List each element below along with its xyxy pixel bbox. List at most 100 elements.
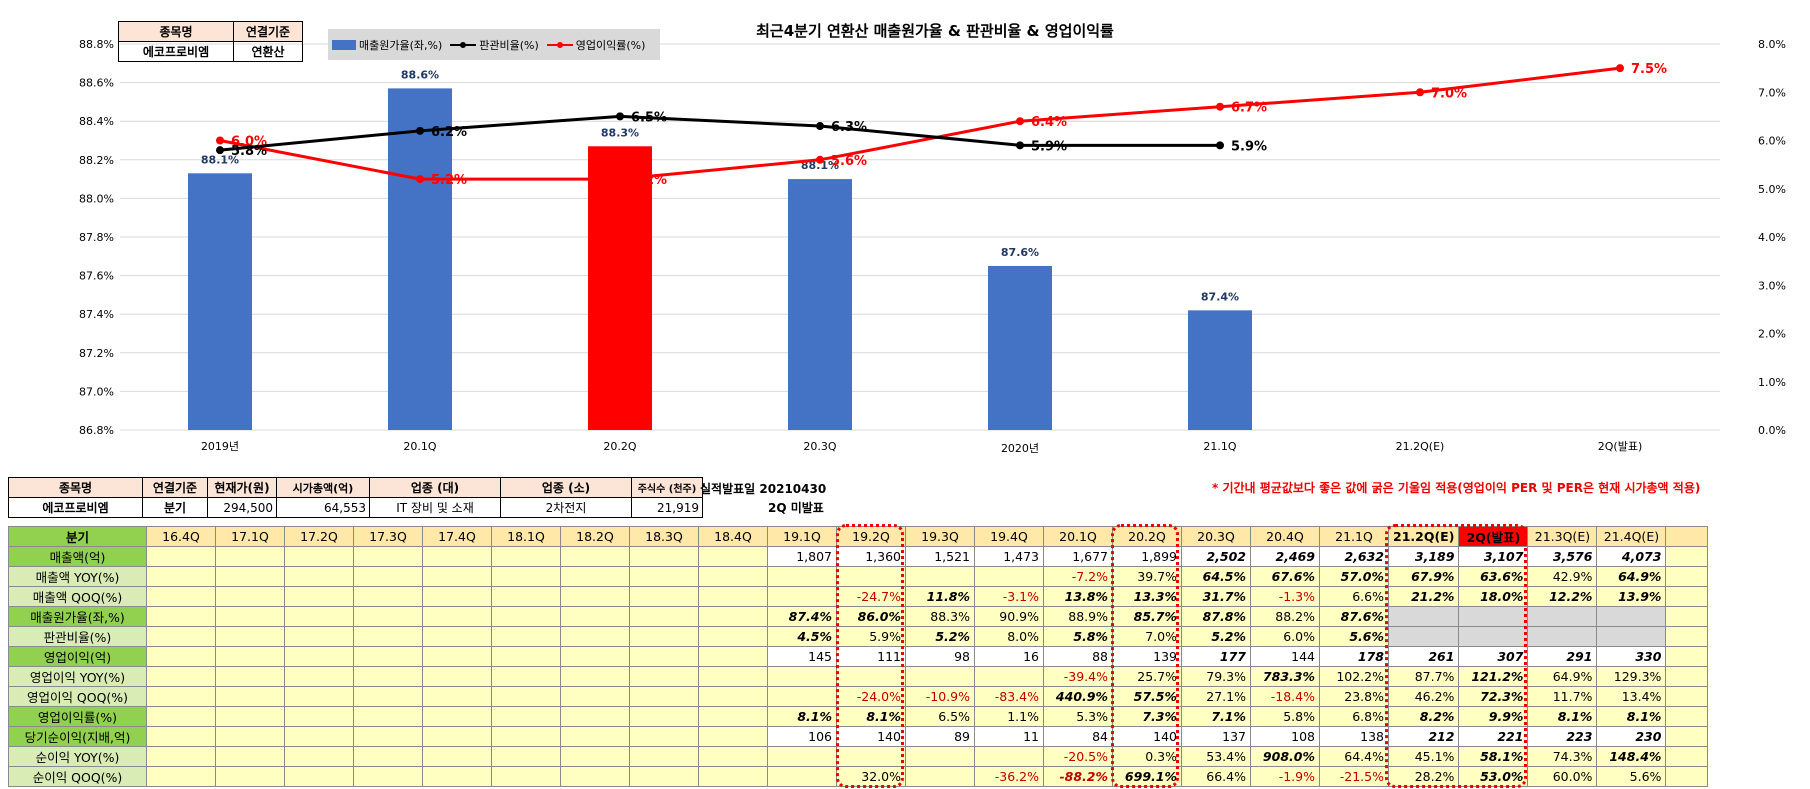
table-cell bbox=[353, 686, 423, 707]
bar-data-label: 88.3% bbox=[601, 126, 639, 139]
table-cell bbox=[284, 706, 354, 727]
table-cell: 16 bbox=[974, 646, 1044, 667]
opm-point bbox=[816, 155, 824, 164]
table-cell bbox=[146, 606, 216, 627]
table-cell bbox=[491, 546, 561, 567]
table-cell bbox=[215, 566, 285, 587]
right-tick-label: 8.0% bbox=[1758, 38, 1786, 51]
left-tick-label: 88.6% bbox=[79, 77, 114, 90]
table-cell: 66.4% bbox=[1181, 766, 1251, 787]
table-cell: 72.3% bbox=[1458, 686, 1529, 707]
chart-legend: 매출원가율(좌,%) 판관비율(%) 영업이익률(%) bbox=[328, 29, 660, 60]
release-label: 실적발표일 bbox=[700, 482, 756, 496]
sga-point bbox=[1216, 141, 1224, 150]
table-cell: 102.2% bbox=[1319, 666, 1389, 687]
table-cell bbox=[284, 646, 354, 667]
opm-data-label: 7.0% bbox=[1431, 86, 1467, 101]
table-cell: 88 bbox=[1043, 646, 1113, 667]
table-cell bbox=[353, 706, 423, 727]
opm-point bbox=[1216, 102, 1224, 111]
sga-point bbox=[216, 146, 224, 155]
row-label: 매출원가율(좌,%) bbox=[8, 606, 147, 627]
table-cell: 699.1% bbox=[1112, 766, 1182, 787]
table-cell: 11.8% bbox=[905, 586, 975, 607]
table-cell bbox=[491, 646, 561, 667]
table-cell bbox=[698, 686, 768, 707]
table-cell: 8.1% bbox=[1527, 706, 1598, 727]
line-series: 6.0%5.2% 5.2%5.6%6.4%6.7%7.0%7.5%5.8%6.2%… bbox=[216, 62, 1667, 188]
left-tick-label: 88.2% bbox=[79, 154, 114, 167]
right-tick-label: 7.0% bbox=[1758, 86, 1786, 99]
right-tick-label: 5.0% bbox=[1758, 183, 1786, 196]
column-header: 17.2Q bbox=[284, 526, 354, 547]
table-cell bbox=[560, 606, 630, 627]
table-cell bbox=[767, 566, 837, 587]
info-basis-header: 연결기준 bbox=[233, 21, 303, 42]
bar bbox=[588, 146, 652, 431]
bar bbox=[788, 179, 852, 430]
table-cell bbox=[215, 666, 285, 687]
table-cell bbox=[422, 546, 492, 567]
table-cell bbox=[974, 666, 1044, 687]
table-cell bbox=[560, 686, 630, 707]
table-cell: -1.3% bbox=[1250, 586, 1320, 607]
opm-point bbox=[216, 136, 224, 145]
left-tick-label: 88.4% bbox=[79, 115, 114, 128]
table-cell bbox=[491, 726, 561, 747]
table-cell: #DIV/0! bbox=[215, 766, 285, 787]
combo-chart: 최근4분기 연환산 매출원가율 & 판관비율 & 영업이익률 86.8% 87.0… bbox=[79, 22, 1786, 455]
table-cell bbox=[146, 546, 216, 567]
table-cell bbox=[905, 766, 975, 787]
highlight-21-2q bbox=[1385, 524, 1527, 788]
table-cell bbox=[560, 586, 630, 607]
table-cell bbox=[422, 726, 492, 747]
row-label: 당기순이익(지배,억) bbox=[8, 726, 147, 747]
table-cell bbox=[284, 606, 354, 627]
right-tick-label: 2.0% bbox=[1758, 328, 1786, 341]
table-cell: 90.9% bbox=[974, 606, 1044, 627]
x-category-label: 20.1Q bbox=[403, 440, 436, 453]
spacer-cell bbox=[1665, 726, 1709, 747]
left-tick-label: 87.6% bbox=[79, 270, 114, 283]
table-cell bbox=[560, 726, 630, 747]
table-cell: 88.2% bbox=[1250, 606, 1320, 627]
table-cell bbox=[215, 626, 285, 647]
table-cell bbox=[491, 666, 561, 687]
table-cell bbox=[491, 566, 561, 587]
table-cell: 212 bbox=[1387, 726, 1460, 747]
table-cell: 86.0% bbox=[836, 606, 906, 627]
table-cell bbox=[353, 646, 423, 667]
chart-grid bbox=[120, 43, 1720, 431]
table-cell: 13.4% bbox=[1596, 686, 1667, 707]
table-cell: 58.1% bbox=[1458, 746, 1529, 767]
table-cell bbox=[560, 666, 630, 687]
x-category-label: 20.2Q bbox=[603, 440, 636, 453]
table-cell: 6.8% bbox=[1319, 706, 1389, 727]
left-tick-label: 87.4% bbox=[79, 308, 114, 321]
opm-data-label: 5.2% bbox=[431, 173, 467, 188]
bar bbox=[388, 88, 452, 430]
row-label: 영업이익 QOQ(%) bbox=[8, 686, 147, 707]
table-cell: 178 bbox=[1319, 646, 1389, 667]
table-cell: -3.1% bbox=[974, 586, 1044, 607]
table-cell bbox=[215, 646, 285, 667]
table-cell: 89 bbox=[905, 726, 975, 747]
table-cell: 1,473 bbox=[974, 546, 1044, 567]
table-cell bbox=[629, 606, 699, 627]
row-label: 판관비율(%) bbox=[8, 626, 147, 647]
table-cell bbox=[629, 746, 699, 767]
table-cell bbox=[560, 566, 630, 587]
table-cell bbox=[146, 686, 216, 707]
column-header: 21.4Q(E) bbox=[1596, 526, 1667, 547]
table-cell bbox=[1527, 626, 1598, 647]
table-cell: #DIV/0! bbox=[146, 766, 216, 787]
info-name-value: 에코프로비엠 bbox=[118, 41, 234, 62]
table-cell: 4.5% bbox=[767, 626, 837, 647]
table-cell: -36.2% bbox=[974, 766, 1044, 787]
table-cell: 87.6% bbox=[1319, 606, 1389, 627]
table-cell: #DIV/0! bbox=[491, 766, 561, 787]
column-header: 19.1Q bbox=[767, 526, 837, 547]
right-tick-label: 3.0% bbox=[1758, 279, 1786, 292]
table-cell bbox=[284, 746, 354, 767]
x-category-label: 21.2Q(E) bbox=[1396, 440, 1445, 453]
